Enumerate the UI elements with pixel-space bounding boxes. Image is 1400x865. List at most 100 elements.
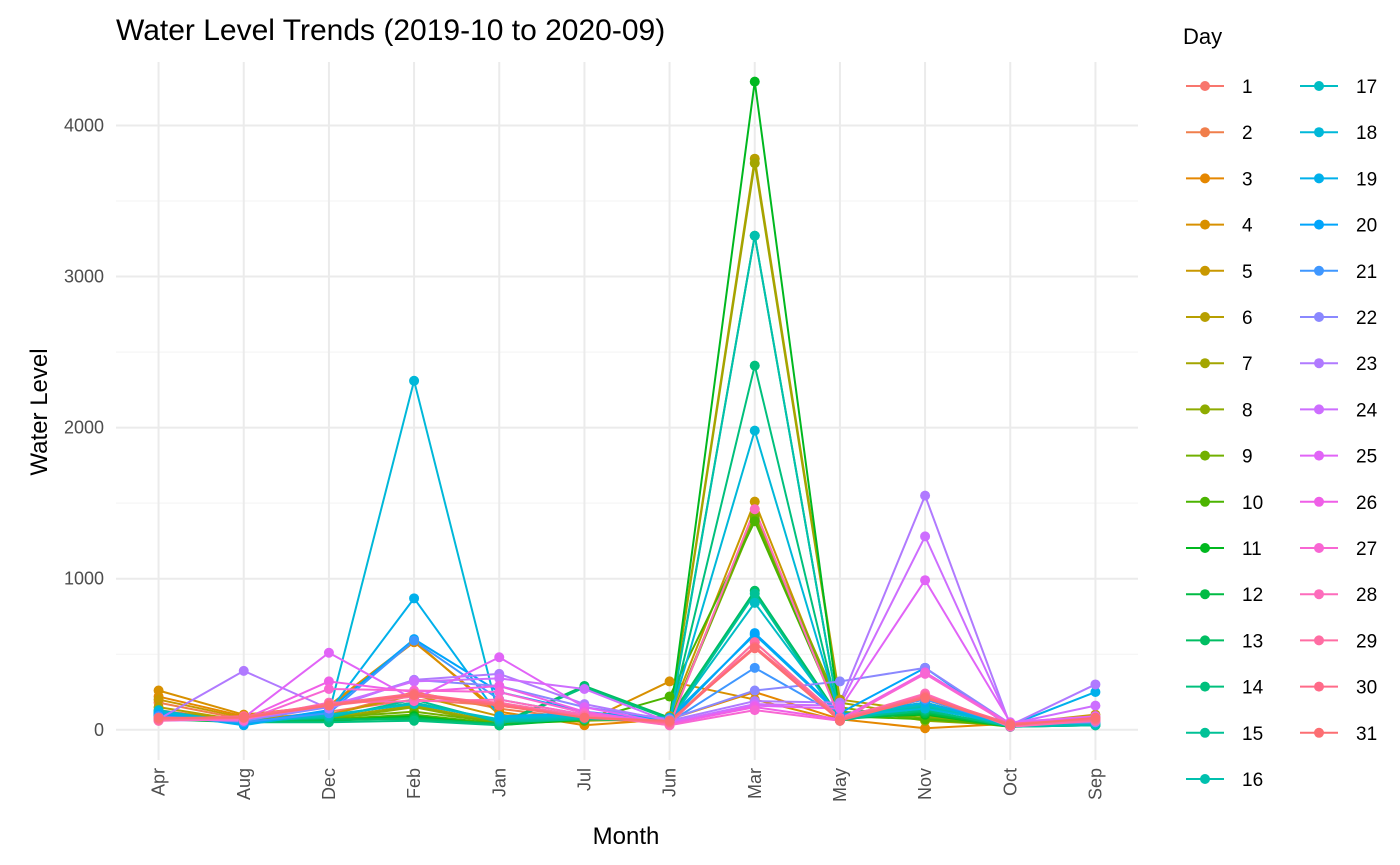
- data-point-day-21: [409, 635, 420, 646]
- x-tick-label: Jul: [574, 768, 594, 791]
- legend-key-point: [1200, 404, 1210, 415]
- legend-key-point: [1200, 589, 1210, 600]
- data-point-day-24: [579, 683, 590, 694]
- y-axis-ticks: 0 1000 2000 3000 4000: [64, 115, 104, 739]
- series-line-day-7: [158, 162, 1096, 728]
- data-point-day-31: [494, 700, 505, 711]
- series-line-day-31: [158, 647, 1096, 727]
- legend-label: 18: [1356, 123, 1377, 144]
- data-point-day-31: [749, 643, 760, 654]
- x-axis-ticks: Apr Aug Dec Feb Jan Jul Jun Mar May Nov Oct Sep: [149, 768, 1106, 802]
- legend-label: 25: [1356, 447, 1377, 468]
- legend-key-point: [1314, 219, 1324, 230]
- data-point-day-23: [920, 490, 931, 501]
- legend-key-point: [1200, 219, 1210, 230]
- x-tick-label: Aug: [234, 768, 254, 800]
- legend-label: 24: [1356, 400, 1378, 421]
- x-tick-label: May: [830, 768, 850, 802]
- legend-key-point: [1314, 312, 1324, 322]
- legend-label: 13: [1242, 631, 1263, 652]
- legend-key-point: [1314, 681, 1324, 692]
- data-point-day-18: [409, 375, 420, 386]
- legend-key-point: [1200, 774, 1210, 784]
- legend-item-day-15: 15: [1186, 724, 1263, 745]
- data-point-day-23: [1090, 679, 1101, 690]
- grid: [116, 62, 1138, 760]
- legend-item-day-24: 24: [1300, 400, 1378, 421]
- legend-item-day-5: 5: [1186, 262, 1253, 283]
- legend-item-day-1: 1: [1186, 77, 1253, 98]
- chart-title: Water Level Trends (2019-10 to 2020-09): [116, 14, 665, 47]
- legend-label: 9: [1242, 447, 1253, 468]
- data-point-day-4: [153, 685, 164, 696]
- legend-label: 2: [1242, 123, 1253, 144]
- legend-item-day-21: 21: [1300, 262, 1377, 283]
- x-axis-title: Month: [593, 823, 660, 850]
- legend-key-point: [1314, 127, 1324, 138]
- legend-label: 23: [1356, 354, 1377, 375]
- data-point-day-31: [664, 715, 675, 726]
- series-line-day-6: [158, 157, 1096, 727]
- legend-label: 11: [1242, 539, 1262, 560]
- legend-key-point: [1314, 589, 1324, 600]
- legend-key-point: [1314, 173, 1324, 184]
- legend-item-day-12: 12: [1186, 585, 1263, 606]
- legend-item-day-20: 20: [1300, 216, 1377, 237]
- legend-label: 3: [1242, 169, 1253, 190]
- x-tick-label: Sep: [1085, 768, 1105, 800]
- data-point-day-31: [153, 712, 164, 723]
- legend-key-point: [1200, 681, 1210, 692]
- legend-item-day-13: 13: [1186, 631, 1263, 652]
- data-point-day-27: [749, 705, 760, 716]
- legend-item-day-4: 4: [1186, 216, 1253, 237]
- legend-key-point: [1314, 496, 1324, 507]
- data-point-day-28: [749, 504, 760, 515]
- legend-key-point: [1314, 543, 1324, 553]
- legend-item-day-18: 18: [1300, 123, 1377, 144]
- legend-label: 14: [1242, 678, 1264, 699]
- legend-key-point: [1314, 358, 1324, 369]
- data-point-day-4: [664, 676, 675, 687]
- series-points: [153, 76, 1101, 734]
- legend-label: 28: [1356, 585, 1377, 606]
- legend-key-point: [1314, 404, 1324, 415]
- legend-item-day-14: 14: [1186, 678, 1264, 699]
- legend-label: 10: [1242, 493, 1263, 514]
- legend-item-day-19: 19: [1300, 169, 1377, 190]
- data-point-day-25: [920, 575, 931, 586]
- legend-label: 30: [1356, 678, 1377, 699]
- legend-item-day-16: 16: [1186, 770, 1263, 791]
- legend-item-day-2: 2: [1186, 123, 1253, 144]
- data-point-day-22: [749, 685, 760, 696]
- legend-key-point: [1200, 727, 1210, 738]
- legend-item-day-22: 22: [1300, 308, 1377, 329]
- legend-item-day-6: 6: [1186, 308, 1253, 329]
- data-point-day-7: [749, 158, 760, 169]
- legend-item-day-11: 11: [1186, 539, 1262, 560]
- legend-label: 5: [1242, 262, 1253, 283]
- legend-key-point: [1314, 450, 1324, 461]
- legend-label: 8: [1242, 400, 1253, 421]
- legend-item-day-28: 28: [1300, 585, 1377, 606]
- x-tick-label: Nov: [915, 768, 935, 800]
- x-tick-label: Dec: [319, 768, 339, 800]
- legend-item-day-7: 7: [1186, 354, 1253, 375]
- legend-label: 26: [1356, 493, 1377, 514]
- legend-title: Day: [1183, 24, 1222, 49]
- data-point-day-19: [409, 593, 420, 604]
- legend-label: 7: [1242, 354, 1253, 375]
- data-point-day-22: [834, 676, 845, 687]
- legend-key-point: [1200, 81, 1210, 91]
- legend-item-day-17: 17: [1300, 77, 1377, 98]
- series-line-day-14: [158, 364, 1096, 728]
- data-point-day-14: [749, 360, 760, 371]
- data-point-day-16: [749, 230, 760, 241]
- legend-key-point: [1314, 81, 1324, 91]
- legend-key-point: [1200, 635, 1210, 646]
- data-point-day-5: [749, 496, 760, 507]
- data-point-day-17: [749, 597, 760, 608]
- legend-item-day-3: 3: [1186, 169, 1253, 190]
- data-point-day-26: [323, 676, 334, 687]
- legend-label: 16: [1242, 770, 1263, 791]
